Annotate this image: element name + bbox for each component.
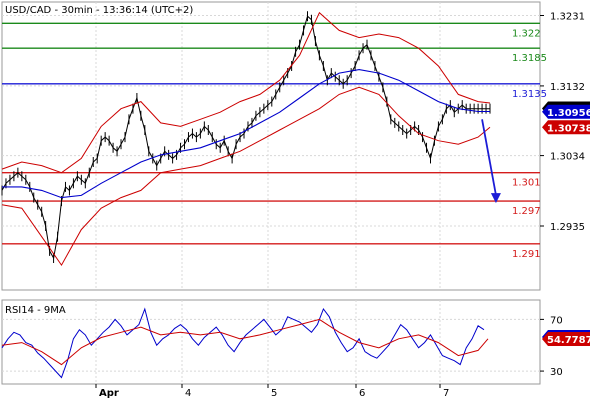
- forecast-arrow-shaft: [481, 119, 497, 196]
- current-value-text: 1.30738: [547, 123, 590, 134]
- rsi-line: [1, 307, 485, 379]
- x-tick-label: Apr: [99, 388, 119, 399]
- price-y-tick-label: 1.3132: [550, 82, 585, 93]
- current-value-badge-bg: [542, 104, 590, 119]
- price-y-tick-label: 1.2935: [550, 222, 585, 233]
- rsi-panel-title: RSI14 - 9MA: [5, 305, 66, 316]
- level-label: 1.301: [512, 178, 541, 189]
- level-label: 1.291: [512, 249, 541, 260]
- price-y-tick-label: 1.3231: [550, 12, 585, 23]
- level-label: 1.3135: [512, 89, 547, 100]
- level-label: 1.322: [512, 28, 541, 39]
- band-lower-line: [1, 86, 491, 267]
- forecast-arrow-head: [490, 193, 501, 204]
- band-upper-line: [1, 11, 491, 174]
- rsi-y-tick-label: 70: [550, 315, 563, 326]
- level-label: 1.3185: [512, 53, 547, 64]
- price-y-tick-label: 1.3034: [550, 152, 585, 163]
- level-label: 1.297: [512, 206, 541, 217]
- x-tick-label: 7: [443, 388, 449, 399]
- current-value-badge: 1.30738: [542, 120, 590, 135]
- ma9-line: [1, 318, 489, 366]
- price-panel-frame: [1, 1, 541, 291]
- rsi-y-tick-label: 30: [550, 367, 563, 378]
- chart-title: USD/CAD - 30min - 13:36:14 (UTC+2): [5, 5, 193, 16]
- x-tick-label: 6: [359, 388, 365, 399]
- moving-average-line: [2, 69, 490, 199]
- rsi-current-badge: 54.7787: [542, 332, 590, 347]
- current-value-badge-bg: [542, 120, 590, 135]
- x-tick-label: 5: [271, 388, 277, 399]
- x-tick-label: 4: [185, 388, 191, 399]
- current-value-text: 1.30956: [547, 108, 590, 119]
- current-value-badge: 1.30956: [542, 104, 590, 119]
- rsi-current-badge-bg: [542, 332, 590, 347]
- rsi-current-text: 54.7787: [547, 335, 590, 346]
